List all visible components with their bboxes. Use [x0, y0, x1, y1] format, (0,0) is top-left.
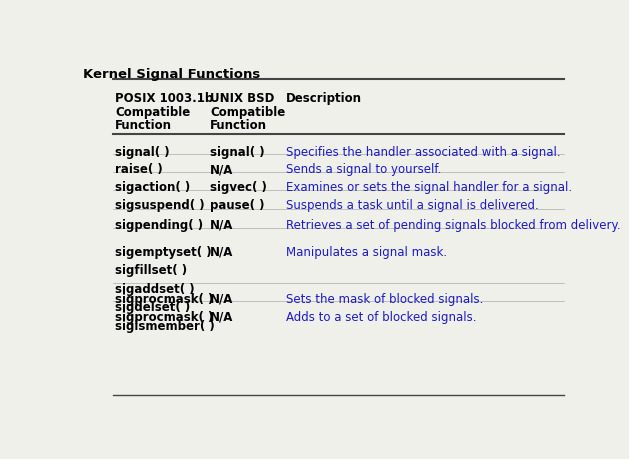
Text: N/A: N/A — [210, 310, 233, 323]
Text: sigsuspend( ): sigsuspend( ) — [115, 199, 205, 212]
Text: Kernel Signal Functions: Kernel Signal Functions — [82, 67, 260, 80]
Text: signal( ): signal( ) — [210, 145, 265, 158]
Text: Suspends a task until a signal is delivered.: Suspends a task until a signal is delive… — [286, 199, 538, 212]
Text: POSIX 1003.1b: POSIX 1003.1b — [115, 92, 213, 105]
Text: pause( ): pause( ) — [210, 199, 265, 212]
Text: sigpending( ): sigpending( ) — [115, 218, 203, 231]
Text: sigemptyset( )
sigfillset( )
sigaddset( )
sigdelset( )
sigismember( ): sigemptyset( ) sigfillset( ) sigaddset( … — [115, 245, 215, 332]
Text: Manipulates a signal mask.: Manipulates a signal mask. — [286, 245, 447, 258]
Text: Compatible: Compatible — [210, 106, 286, 118]
Text: sigaction( ): sigaction( ) — [115, 181, 191, 194]
Text: sigvec( ): sigvec( ) — [210, 181, 267, 194]
Text: Adds to a set of blocked signals.: Adds to a set of blocked signals. — [286, 310, 476, 323]
Text: N/A: N/A — [210, 245, 233, 258]
Text: N/A: N/A — [210, 163, 233, 176]
Text: Sends a signal to yourself.: Sends a signal to yourself. — [286, 163, 441, 176]
Text: Description: Description — [286, 92, 362, 105]
Text: Function: Function — [210, 119, 267, 132]
Text: N/A: N/A — [210, 218, 233, 231]
Text: Retrieves a set of pending signals blocked from delivery.: Retrieves a set of pending signals block… — [286, 218, 620, 231]
Text: Sets the mask of blocked signals.: Sets the mask of blocked signals. — [286, 292, 483, 305]
Text: sigprocmask( ): sigprocmask( ) — [115, 292, 214, 305]
Text: N/A: N/A — [210, 292, 233, 305]
Text: sigprocmask( ): sigprocmask( ) — [115, 310, 214, 323]
Text: Examines or sets the signal handler for a signal.: Examines or sets the signal handler for … — [286, 181, 572, 194]
Text: UNIX BSD: UNIX BSD — [210, 92, 275, 105]
Text: Function: Function — [115, 119, 172, 132]
Text: raise( ): raise( ) — [115, 163, 163, 176]
Text: signal( ): signal( ) — [115, 145, 170, 158]
Text: Compatible: Compatible — [115, 106, 191, 118]
Text: Specifies the handler associated with a signal.: Specifies the handler associated with a … — [286, 145, 560, 158]
